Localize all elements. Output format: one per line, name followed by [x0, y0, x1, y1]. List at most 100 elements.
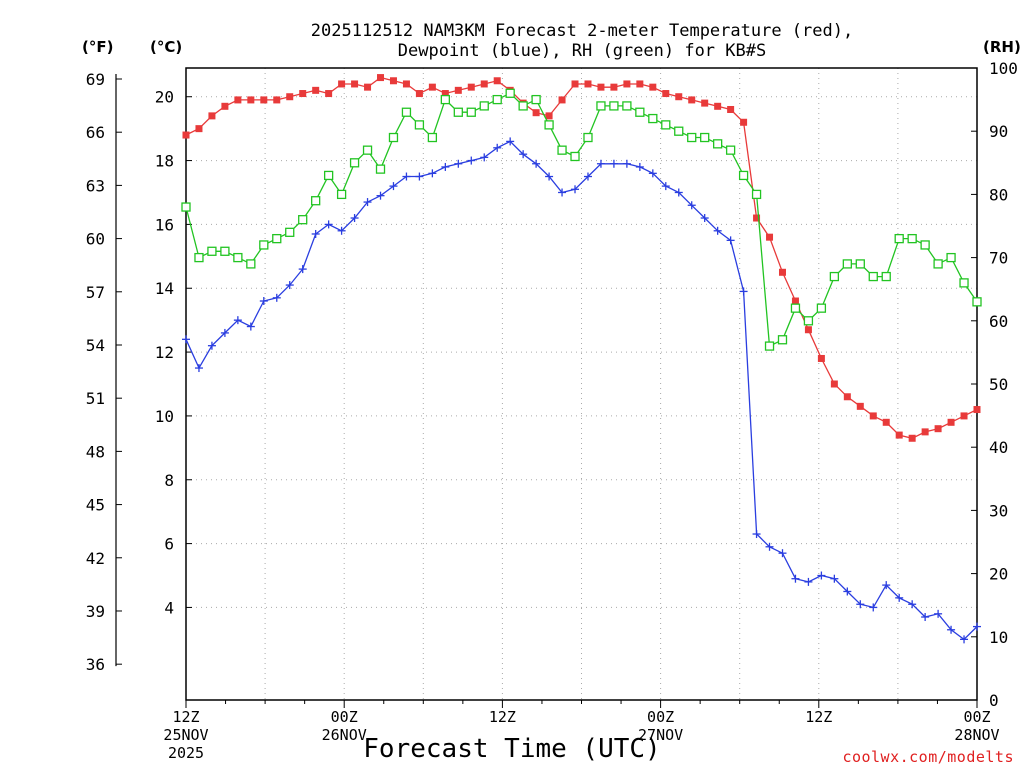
dewpoint-point — [454, 159, 463, 168]
fahrenheit-tick-label: 39 — [86, 602, 105, 621]
temperature-point — [740, 118, 748, 126]
time-tick-label: 28NOV — [954, 726, 999, 744]
rh-tick-label: 10 — [989, 628, 1008, 647]
fahrenheit-unit-label: (°F) — [82, 38, 113, 56]
temperature-point — [908, 434, 916, 442]
dewpoint-point — [687, 201, 696, 210]
dewpoint-point — [532, 159, 541, 168]
time-tick-label: 27NOV — [638, 726, 683, 744]
rh-point — [207, 246, 217, 256]
dewpoint-point — [246, 322, 255, 331]
temperature-point — [895, 431, 903, 439]
temperature-point — [247, 96, 255, 104]
dewpoint-point — [700, 214, 709, 223]
rh-point — [233, 252, 243, 263]
fahrenheit-tick-label: 45 — [86, 496, 105, 515]
dewpoint-point — [609, 159, 618, 168]
fahrenheit-tick-label: 60 — [86, 230, 105, 249]
dewpoint-point — [583, 172, 592, 181]
dewpoint-point — [778, 549, 787, 558]
temperature-point — [766, 233, 774, 241]
series-line — [185, 140, 978, 641]
rh-point — [816, 303, 827, 313]
temperature-point — [428, 83, 436, 91]
dewpoint-point — [973, 622, 981, 631]
celsius-tick-label: 18 — [155, 152, 174, 171]
rh-point — [790, 303, 801, 313]
time-tick-label: 26NOV — [322, 726, 367, 744]
grid-lines — [186, 68, 977, 700]
temperature-point — [415, 90, 423, 98]
dewpoint-point — [493, 143, 502, 152]
temperature-point — [286, 93, 294, 101]
rh-point — [777, 335, 788, 345]
temperature-point — [869, 412, 877, 420]
dewpoint-point — [233, 316, 242, 325]
dewpoint-point — [960, 635, 969, 644]
dewpoint-point — [337, 226, 346, 235]
dewpoint-point — [635, 162, 644, 171]
temperature-point — [960, 412, 968, 420]
dewpoint-point — [804, 577, 813, 586]
temperature-point — [325, 90, 333, 98]
dewpoint-point — [752, 530, 761, 539]
temperature-point — [571, 80, 579, 88]
rh-point — [505, 88, 515, 98]
celsius-tick-label: 4 — [164, 598, 174, 617]
temperature-point — [817, 354, 825, 362]
rh-point — [375, 164, 386, 174]
temperature-point — [947, 418, 955, 426]
rh-point — [570, 151, 580, 162]
rh-point — [440, 94, 450, 105]
dewpoint-point — [376, 191, 385, 200]
dewpoint-point — [220, 328, 229, 337]
dewpoint-point — [571, 185, 580, 194]
fahrenheit-tick-label: 54 — [86, 336, 105, 355]
temperature-point — [208, 112, 216, 120]
rh-point — [401, 107, 412, 117]
dewpoint-point — [182, 335, 190, 344]
dewpoint-point — [856, 600, 865, 609]
rh-point — [194, 252, 204, 263]
rh-point — [544, 120, 554, 130]
temperature-point — [558, 96, 566, 104]
dewpoint-point — [934, 609, 943, 618]
rh-point — [596, 101, 606, 111]
rh-point — [414, 120, 425, 130]
dewpoint-point — [194, 364, 203, 373]
rh-point — [453, 107, 463, 117]
dewpoint-point — [441, 162, 450, 171]
rh-tick-label: 80 — [989, 185, 1008, 204]
dewpoint-point — [713, 226, 722, 235]
rh-point — [298, 215, 308, 225]
temperature-point — [882, 418, 890, 426]
dewpoint-point — [791, 574, 800, 583]
fahrenheit-axis: 69 66 63 60 57 54 51 48 45 42 39 36 — [86, 70, 122, 674]
rh-tick-label: 40 — [989, 438, 1008, 457]
rh-point — [246, 259, 256, 269]
rh-tick-label: 90 — [989, 122, 1008, 141]
dewpoint-point — [648, 169, 657, 178]
time-tick-label: 12Z — [489, 708, 516, 726]
rh-tick-label: 60 — [989, 312, 1008, 331]
rh-point — [336, 189, 347, 200]
series-2 — [181, 88, 982, 351]
dewpoint-point — [298, 265, 307, 274]
rh-tick-label: 50 — [989, 375, 1008, 394]
dewpoint-point — [726, 236, 735, 245]
temperature-point — [934, 425, 942, 433]
rh-point — [311, 196, 321, 206]
celsius-tick-label: 8 — [164, 471, 174, 490]
data-series — [181, 74, 982, 644]
dewpoint-point — [311, 229, 320, 238]
dewpoint-point — [259, 297, 268, 306]
rh-tick-label: 100 — [989, 59, 1018, 78]
temperature-point — [441, 90, 449, 98]
source-credit: coolwx.com/modelts — [842, 748, 1014, 766]
rh-point — [687, 132, 697, 143]
temperature-point — [260, 96, 268, 104]
series-1 — [182, 137, 981, 644]
dewpoint-point — [285, 281, 294, 290]
temperature-point — [714, 102, 722, 110]
temperature-point — [389, 77, 397, 85]
